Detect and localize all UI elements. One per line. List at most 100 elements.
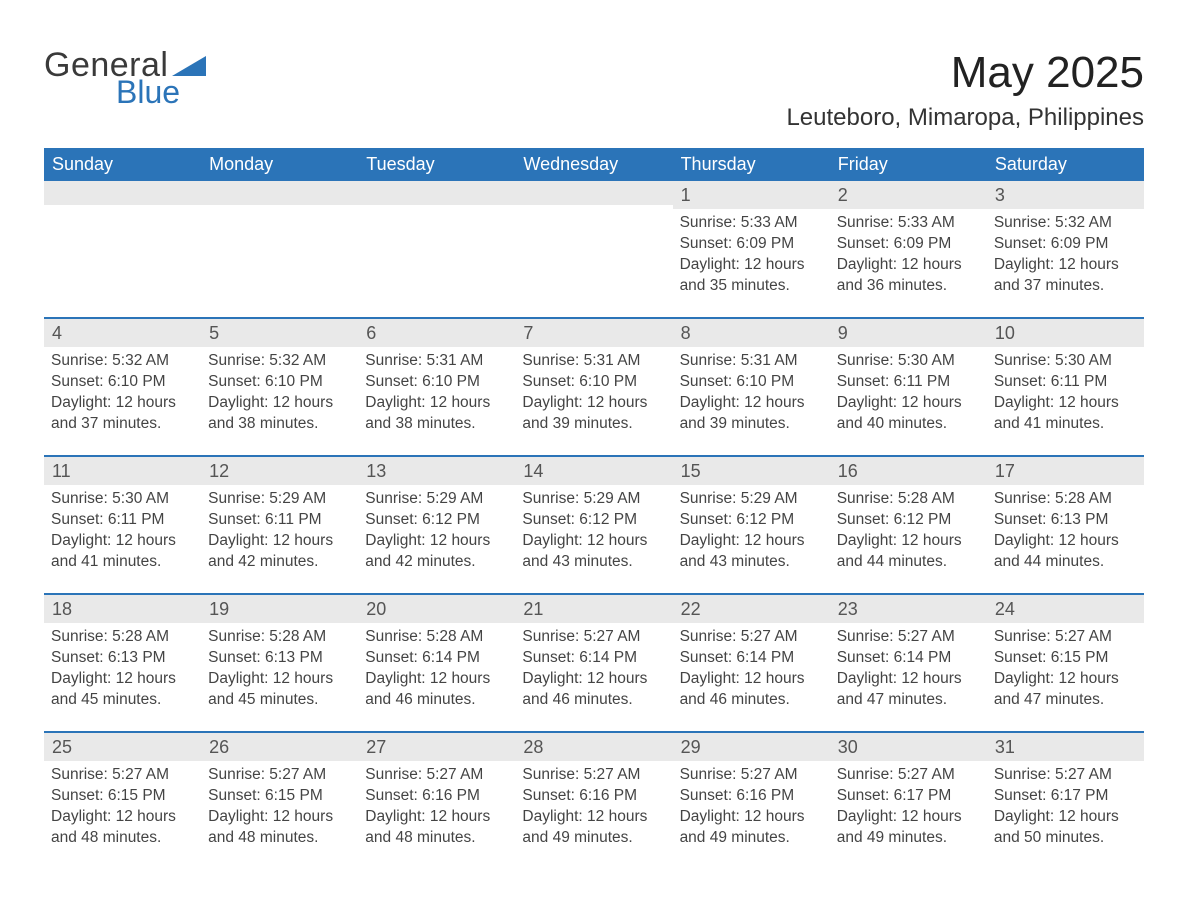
calendar-day-cell: 21Sunrise: 5:27 AMSunset: 6:14 PMDayligh… xyxy=(515,594,672,732)
daylight-line: Daylight: 12 hours and 38 minutes. xyxy=(365,393,509,435)
daylight-line: Daylight: 12 hours and 39 minutes. xyxy=(522,393,666,435)
day-details: Sunrise: 5:27 AMSunset: 6:16 PMDaylight:… xyxy=(679,765,824,849)
daylight-line: Daylight: 12 hours and 43 minutes. xyxy=(680,531,824,573)
calendar-body: 1Sunrise: 5:33 AMSunset: 6:09 PMDaylight… xyxy=(44,181,1144,869)
day-number: 26 xyxy=(201,733,358,761)
calendar-day-cell: 24Sunrise: 5:27 AMSunset: 6:15 PMDayligh… xyxy=(987,594,1144,732)
day-number xyxy=(515,181,672,205)
calendar-day-cell: 11Sunrise: 5:30 AMSunset: 6:11 PMDayligh… xyxy=(44,456,201,594)
sunrise-line: Sunrise: 5:27 AM xyxy=(522,627,666,648)
calendar-day-cell: 1Sunrise: 5:33 AMSunset: 6:09 PMDaylight… xyxy=(673,181,830,318)
calendar-day-cell: 27 Sunrise: 5:27 AMSunset: 6:16 PMDayligh… xyxy=(358,732,515,869)
calendar-day-cell: 25Sunrise: 5:27 AMSunset: 6:15 PMDayligh… xyxy=(44,732,201,869)
sunset-line: Sunset: 6:13 PM xyxy=(51,648,195,669)
day-number xyxy=(44,181,201,205)
day-details: Sunrise: 5:27 AMSunset: 6:14 PMDaylight:… xyxy=(836,627,981,711)
daylight-line: Daylight: 12 hours and 40 minutes. xyxy=(837,393,981,435)
weekday-header: Wednesday xyxy=(515,148,672,181)
sunrise-line: Sunrise: 5:27 AM xyxy=(680,627,824,648)
daylight-line: Daylight: 12 hours and 45 minutes. xyxy=(208,669,352,711)
calendar-day-cell xyxy=(44,181,201,318)
sunrise-line: Sunrise: 5:29 AM xyxy=(365,489,509,510)
sunset-line: Sunset: 6:10 PM xyxy=(680,372,824,393)
calendar-week-row: 18Sunrise: 5:28 AMSunset: 6:13 PMDayligh… xyxy=(44,594,1144,732)
calendar-day-cell: 18 Sunrise: 5:28 AMSunset: 6:13 PMDayligh… xyxy=(44,594,201,732)
calendar-day-cell: 26Sunrise: 5:27 AMSunset: 6:15 PMDayligh… xyxy=(201,732,358,869)
calendar-day-cell: 29Sunrise: 5:27 AMSunset: 6:16 PMDayligh… xyxy=(673,732,830,869)
day-details: Sunrise: 5:29 AMSunset: 6:11 PMDaylight:… xyxy=(207,489,352,573)
day-details: Sunrise: 5:28 AMSunset: 6:12 PMDaylight:… xyxy=(836,489,981,573)
day-number: 27 xyxy=(358,733,515,761)
sunset-line: Sunset: 6:12 PM xyxy=(837,510,981,531)
sunset-line: Sunset: 6:10 PM xyxy=(522,372,666,393)
sunrise-line: Sunrise: 5:33 AM xyxy=(680,213,824,234)
day-number: 20 xyxy=(358,595,515,623)
day-details: Sunrise: 5:30 AMSunset: 6:11 PMDaylight:… xyxy=(836,351,981,435)
sunrise-line: Sunrise: 5:27 AM xyxy=(680,765,824,786)
sunrise-line: Sunrise: 5:27 AM xyxy=(837,627,981,648)
day-number: 23 xyxy=(830,595,987,623)
sunrise-line: Sunrise: 5:28 AM xyxy=(208,627,352,648)
day-details: Sunrise: 5:32 AMSunset: 6:10 PMDaylight:… xyxy=(50,351,195,435)
sunrise-line: Sunrise: 5:27 AM xyxy=(837,765,981,786)
daylight-line: Daylight: 12 hours and 50 minutes. xyxy=(994,807,1138,849)
sunrise-line: Sunrise: 5:30 AM xyxy=(837,351,981,372)
day-details: Sunrise: 5:27 AMSunset: 6:16 PMDaylight:… xyxy=(521,765,666,849)
day-number: 8 xyxy=(673,319,830,347)
daylight-line: Daylight: 12 hours and 48 minutes. xyxy=(51,807,195,849)
sunrise-line: Sunrise: 5:27 AM xyxy=(522,765,666,786)
sunrise-line: Sunrise: 5:27 AM xyxy=(994,765,1138,786)
day-details: Sunrise: 5:27 AMSunset: 6:17 PMDaylight:… xyxy=(836,765,981,849)
daylight-line: Daylight: 12 hours and 48 minutes. xyxy=(365,807,509,849)
month-title: May 2025 xyxy=(786,48,1144,98)
calendar-day-cell xyxy=(515,181,672,318)
calendar-day-cell: 3Sunrise: 5:32 AMSunset: 6:09 PMDaylight… xyxy=(987,181,1144,318)
sunrise-line: Sunrise: 5:27 AM xyxy=(365,765,509,786)
sunrise-line: Sunrise: 5:27 AM xyxy=(208,765,352,786)
daylight-line: Daylight: 12 hours and 47 minutes. xyxy=(837,669,981,711)
day-details: Sunrise: 5:28 AMSunset: 6:13 PMDaylight:… xyxy=(50,627,195,711)
calendar-day-cell: 23 Sunrise: 5:27 AMSunset: 6:14 PMDayligh… xyxy=(830,594,987,732)
sunrise-line: Sunrise: 5:31 AM xyxy=(365,351,509,372)
sunset-line: Sunset: 6:09 PM xyxy=(994,234,1138,255)
sunset-line: Sunset: 6:17 PM xyxy=(837,786,981,807)
sunrise-line: Sunrise: 5:31 AM xyxy=(522,351,666,372)
sunset-line: Sunset: 6:15 PM xyxy=(994,648,1138,669)
calendar-day-cell: 14Sunrise: 5:29 AMSunset: 6:12 PMDayligh… xyxy=(515,456,672,594)
daylight-line: Daylight: 12 hours and 37 minutes. xyxy=(51,393,195,435)
weekday-header: Tuesday xyxy=(358,148,515,181)
day-number: 18 xyxy=(44,595,201,623)
calendar-day-cell: 7Sunrise: 5:31 AMSunset: 6:10 PMDaylight… xyxy=(515,318,672,456)
header: General Blue May 2025 Leuteboro, Mimarop… xyxy=(44,48,1144,132)
sunset-line: Sunset: 6:16 PM xyxy=(522,786,666,807)
day-number: 31 xyxy=(987,733,1144,761)
sunset-line: Sunset: 6:13 PM xyxy=(994,510,1138,531)
sunset-line: Sunset: 6:11 PM xyxy=(208,510,352,531)
day-details: Sunrise: 5:30 AMSunset: 6:11 PMDaylight:… xyxy=(50,489,195,573)
day-details: Sunrise: 5:32 AMSunset: 6:09 PMDaylight:… xyxy=(993,213,1138,297)
sunset-line: Sunset: 6:12 PM xyxy=(365,510,509,531)
day-number: 21 xyxy=(515,595,672,623)
day-details: Sunrise: 5:27 AMSunset: 6:15 PMDaylight:… xyxy=(993,627,1138,711)
calendar-week-row: 11Sunrise: 5:30 AMSunset: 6:11 PMDayligh… xyxy=(44,456,1144,594)
day-details: Sunrise: 5:30 AMSunset: 6:11 PMDaylight:… xyxy=(993,351,1138,435)
day-details: Sunrise: 5:29 AMSunset: 6:12 PMDaylight:… xyxy=(521,489,666,573)
calendar-day-cell: 10Sunrise: 5:30 AMSunset: 6:11 PMDayligh… xyxy=(987,318,1144,456)
sunrise-line: Sunrise: 5:27 AM xyxy=(51,765,195,786)
sunset-line: Sunset: 6:11 PM xyxy=(837,372,981,393)
daylight-line: Daylight: 12 hours and 49 minutes. xyxy=(837,807,981,849)
sunset-line: Sunset: 6:15 PM xyxy=(51,786,195,807)
day-number: 17 xyxy=(987,457,1144,485)
sunset-line: Sunset: 6:14 PM xyxy=(522,648,666,669)
day-details: Sunrise: 5:27 AMSunset: 6:16 PMDaylight:… xyxy=(364,765,509,849)
daylight-line: Daylight: 12 hours and 35 minutes. xyxy=(680,255,824,297)
sunset-line: Sunset: 6:10 PM xyxy=(208,372,352,393)
sunrise-line: Sunrise: 5:30 AM xyxy=(994,351,1138,372)
sunrise-line: Sunrise: 5:29 AM xyxy=(208,489,352,510)
calendar-day-cell: 5Sunrise: 5:32 AMSunset: 6:10 PMDaylight… xyxy=(201,318,358,456)
calendar-day-cell: 8Sunrise: 5:31 AMSunset: 6:10 PMDaylight… xyxy=(673,318,830,456)
sunset-line: Sunset: 6:16 PM xyxy=(680,786,824,807)
day-details: Sunrise: 5:31 AMSunset: 6:10 PMDaylight:… xyxy=(364,351,509,435)
day-details: Sunrise: 5:27 AMSunset: 6:17 PMDaylight:… xyxy=(993,765,1138,849)
calendar-day-cell: 15Sunrise: 5:29 AMSunset: 6:12 PMDayligh… xyxy=(673,456,830,594)
